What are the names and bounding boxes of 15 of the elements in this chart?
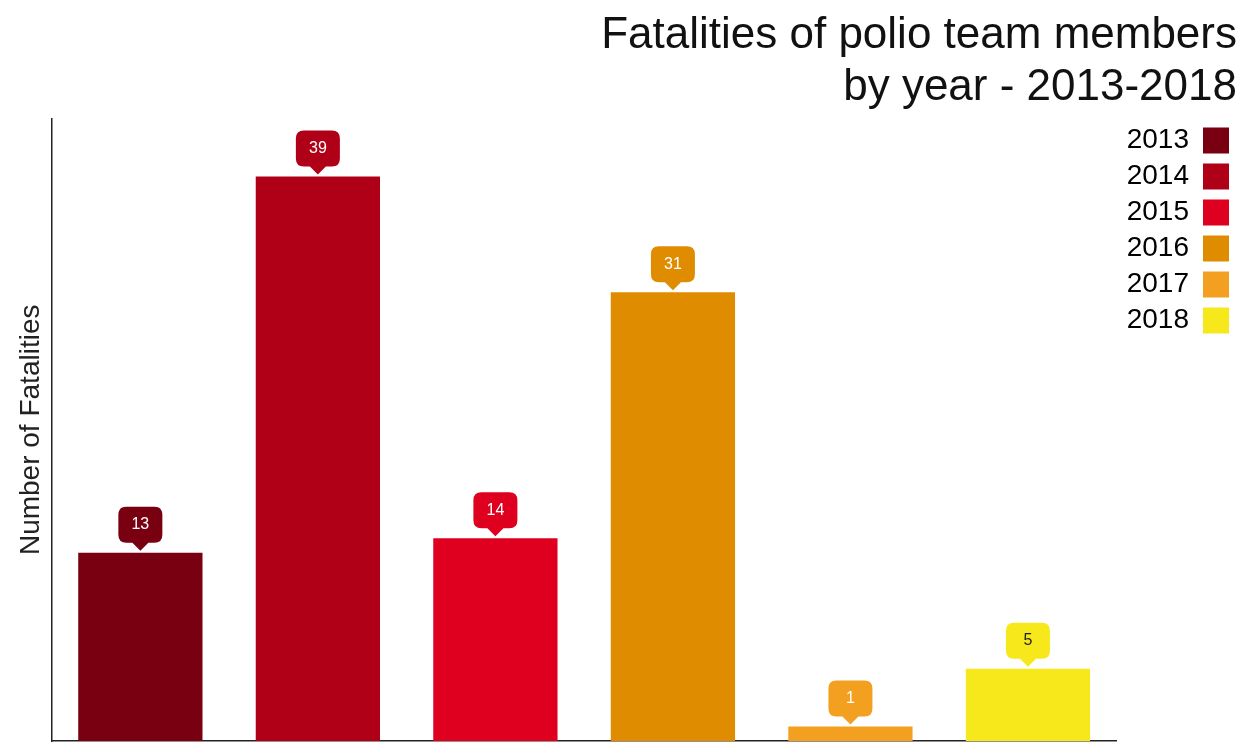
- data-label: 13: [131, 515, 150, 533]
- legend-label: 2016: [1126, 231, 1189, 263]
- data-label: 31: [664, 254, 682, 272]
- legend-label: 2015: [1126, 195, 1189, 227]
- legend-label: 2018: [1126, 303, 1189, 335]
- text: Fatalities of polio team members: [601, 7, 1237, 57]
- legend-label: 2013: [1126, 123, 1189, 155]
- data-label: 1: [845, 688, 855, 706]
- text: by year - 2013-2018: [843, 60, 1237, 110]
- data-label: 5: [1023, 631, 1033, 649]
- y-axis-title: Number of Fatalities: [13, 304, 45, 556]
- legend-label: 2017: [1126, 267, 1189, 299]
- legend-label: 2014: [1126, 159, 1189, 191]
- data-label: 39: [308, 138, 327, 156]
- data-label: 14: [486, 500, 505, 518]
